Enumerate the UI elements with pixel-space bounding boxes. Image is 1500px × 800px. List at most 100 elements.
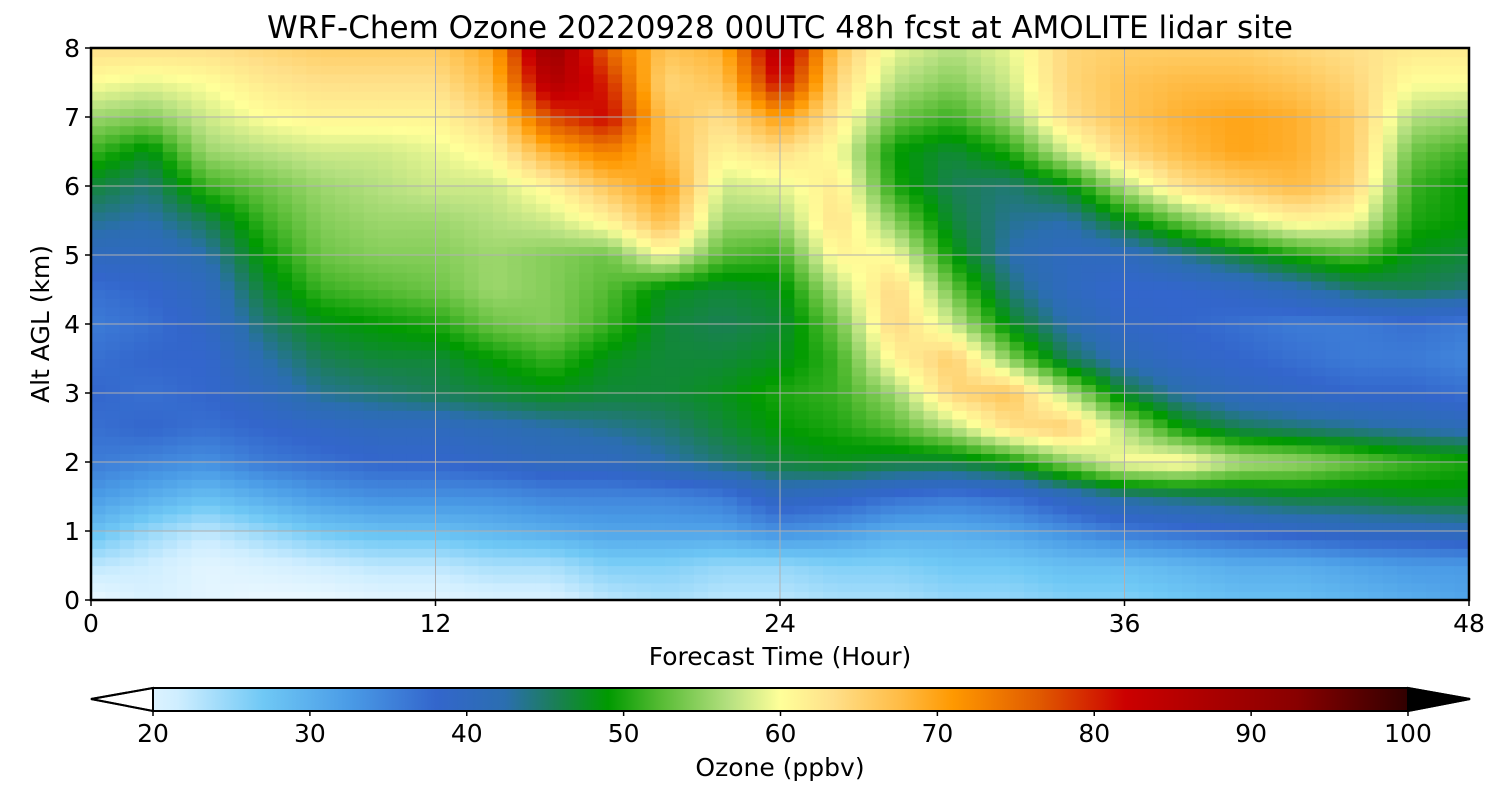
heatmap-cell (880, 401, 896, 411)
heatmap-cell (248, 358, 264, 368)
heatmap-cell (263, 548, 279, 558)
heatmap-cell (421, 462, 437, 472)
heatmap-cell (866, 384, 882, 394)
heatmap-cell (1153, 453, 1169, 463)
heatmap-cell (1239, 151, 1255, 161)
heatmap-cell (1181, 496, 1197, 506)
heatmap-cell (708, 272, 724, 282)
heatmap-cell (1153, 341, 1169, 351)
heatmap-cell (1311, 246, 1327, 256)
heatmap-cell (823, 324, 839, 334)
heatmap-cell (1009, 444, 1025, 454)
heatmap-cell (866, 556, 882, 567)
heatmap-cell (435, 332, 451, 342)
heatmap-cell (1138, 160, 1154, 170)
heatmap-cell (1268, 358, 1283, 368)
heatmap-cell (880, 393, 896, 403)
heatmap-cell (119, 272, 135, 282)
heatmap-cell (1311, 436, 1327, 446)
heatmap-cell (464, 401, 480, 411)
heatmap-cell (794, 151, 810, 161)
heatmap-cell (1210, 332, 1226, 342)
heatmap-cell (320, 332, 336, 342)
heatmap-cell (1095, 375, 1111, 385)
heatmap-cell (909, 444, 925, 454)
heatmap-cell (205, 211, 221, 222)
heatmap-cell (823, 186, 839, 196)
heatmap-cell (679, 263, 695, 273)
heatmap-cell (952, 151, 968, 161)
heatmap-cell (1296, 496, 1312, 506)
heatmap-cell (1081, 531, 1097, 541)
heatmap-cell (1167, 531, 1183, 541)
heatmap-cell (851, 324, 867, 334)
heatmap-cell (378, 315, 394, 325)
heatmap-cell (1311, 324, 1327, 334)
heatmap-cell (1038, 255, 1054, 265)
heatmap-cell (1311, 410, 1327, 420)
heatmap-cell (1325, 255, 1341, 265)
heatmap-cell (937, 160, 953, 170)
heatmap-cell (521, 194, 537, 204)
heatmap-cell (277, 410, 293, 420)
heatmap-cell (478, 272, 494, 282)
heatmap-cell (335, 160, 350, 170)
heatmap-cell (966, 263, 982, 273)
heatmap-cell (234, 194, 250, 204)
heatmap-cell (449, 341, 465, 351)
heatmap-cell (205, 186, 221, 196)
heatmap-cell (320, 263, 336, 273)
heatmap-cell (363, 375, 379, 385)
heatmap-cell (722, 272, 738, 282)
heatmap-cell (909, 177, 925, 187)
heatmap-cell (894, 539, 910, 549)
heatmap-cell (1368, 436, 1384, 446)
heatmap-cell (1052, 582, 1068, 592)
heatmap-cell (1124, 522, 1140, 532)
heatmap-cell (1210, 548, 1226, 558)
heatmap-cell (607, 393, 623, 403)
heatmap-cell (134, 574, 150, 584)
heatmap-cell (507, 556, 523, 567)
heatmap-cell (1354, 177, 1370, 187)
heatmap-cell (1354, 367, 1370, 377)
heatmap-cell (937, 151, 953, 161)
heatmap-cell (794, 237, 810, 247)
heatmap-cell (291, 177, 307, 187)
heatmap-cell (1167, 479, 1183, 489)
heatmap-cell (449, 358, 465, 368)
heatmap-cell (91, 384, 106, 394)
heatmap-cell (1067, 505, 1083, 515)
heatmap-cell (564, 203, 580, 213)
heatmap-cell (306, 470, 322, 480)
heatmap-cell (550, 272, 566, 282)
heatmap-cell (866, 151, 882, 161)
heatmap-cell (1009, 211, 1025, 222)
heatmap-cell (1411, 203, 1427, 213)
heatmap-cell (808, 237, 824, 247)
heatmap-cell (952, 487, 968, 498)
heatmap-cell (464, 591, 480, 600)
heatmap-cell (421, 513, 437, 523)
heatmap-cell (995, 436, 1011, 446)
heatmap-cell (1095, 177, 1111, 187)
heatmap-cell (464, 263, 480, 273)
heatmap-cell (1181, 565, 1197, 575)
heatmap-cell (1397, 462, 1413, 472)
heatmap-cell (808, 186, 824, 196)
heatmap-cell (1153, 522, 1169, 532)
heatmap-cell (722, 496, 738, 506)
heatmap-cell (650, 479, 666, 489)
heatmap-cell (263, 470, 279, 480)
heatmap-cell (1067, 324, 1083, 334)
heatmap-cell (1296, 505, 1312, 515)
heatmap-cell (535, 522, 551, 532)
heatmap-cell (1454, 453, 1469, 463)
heatmap-cell (952, 349, 968, 360)
heatmap-cell (866, 375, 882, 385)
heatmap-cell (593, 177, 609, 187)
heatmap-cell (1210, 220, 1226, 230)
heatmap-cell (650, 177, 666, 187)
heatmap-cell (478, 315, 494, 325)
heatmap-cell (1138, 375, 1154, 385)
